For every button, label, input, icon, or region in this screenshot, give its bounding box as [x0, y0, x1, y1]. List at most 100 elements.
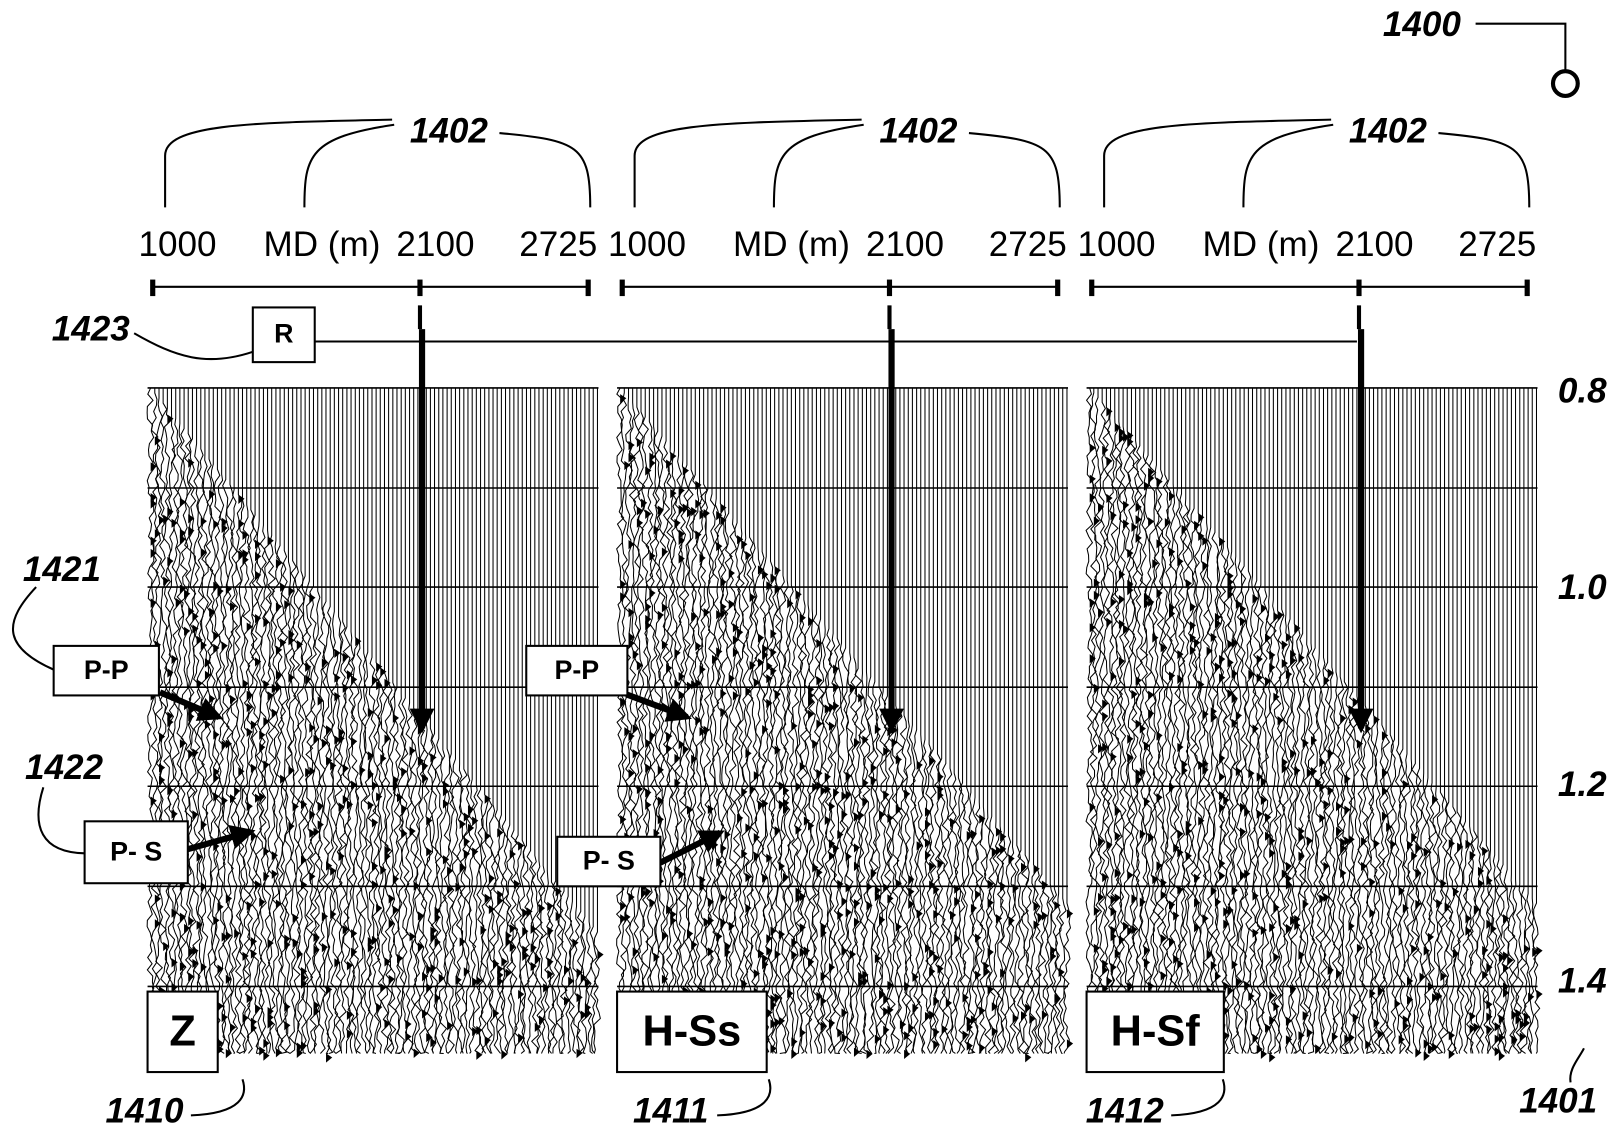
panel-label-box — [146, 990, 219, 1074]
trace-peak — [783, 804, 790, 815]
trace-peak — [1148, 709, 1155, 719]
trace-peak — [1494, 1046, 1501, 1057]
trace-peak — [300, 973, 308, 983]
trace-peak — [929, 1010, 936, 1020]
trace-peak — [799, 947, 806, 958]
trace-peak — [150, 493, 157, 503]
trace-peak — [1244, 869, 1251, 879]
trace-peak — [887, 1005, 894, 1015]
trace-peak — [699, 553, 706, 563]
trace-peak — [380, 983, 387, 993]
trace-peak — [271, 869, 278, 879]
trace-peak — [636, 518, 644, 528]
trace-peak — [728, 599, 735, 610]
trace-peak — [518, 841, 525, 851]
trace-peak — [716, 857, 723, 868]
trace-peak — [522, 951, 529, 962]
trace-peak — [213, 643, 220, 654]
trace-peak — [1340, 713, 1347, 724]
trace-peak — [824, 815, 831, 826]
trace — [196, 387, 205, 1054]
trace — [530, 387, 539, 1054]
trace-peak — [1260, 1049, 1268, 1059]
trace-peak — [1054, 993, 1061, 1004]
trace-peak — [576, 968, 583, 978]
trace-peak — [275, 558, 283, 569]
trace-peak — [1143, 599, 1151, 609]
trace-peak — [1515, 1009, 1522, 1019]
trace-peak — [267, 1013, 274, 1023]
trace-peak — [1127, 734, 1134, 744]
time-tick-label: 1.4 — [1558, 962, 1607, 1001]
trace-peak — [242, 555, 249, 565]
trace-peak — [853, 812, 861, 822]
trace — [762, 387, 771, 1054]
trace-peak — [242, 549, 249, 559]
trace-peak — [1503, 963, 1510, 973]
trace-peak — [1503, 951, 1510, 961]
trace-peak — [1436, 899, 1443, 909]
trace-peak — [770, 647, 777, 658]
trace — [720, 387, 729, 1055]
trace-peak — [1285, 861, 1293, 872]
trace-peak — [824, 704, 831, 714]
trace-peak — [1523, 1018, 1531, 1029]
trace-peak — [171, 654, 178, 665]
trace — [661, 387, 671, 1054]
trace-peak — [188, 916, 195, 926]
trace-peak — [405, 1019, 412, 1030]
trace-peak — [1173, 954, 1180, 965]
trace-peak — [1411, 944, 1418, 954]
trace-peak — [808, 957, 815, 967]
trace-peak — [1252, 594, 1259, 604]
trace — [682, 387, 692, 1054]
trace-peak — [695, 641, 702, 652]
trace-peak — [175, 597, 182, 608]
trace-peak — [1135, 515, 1142, 525]
trace-peak — [1352, 697, 1359, 707]
trace-peak — [229, 695, 237, 705]
trace-peak — [1298, 833, 1305, 843]
md-tick-label: 2725 — [1458, 225, 1536, 264]
trace-peak — [238, 494, 245, 504]
trace-peak — [1110, 932, 1117, 942]
trace-peak — [1098, 608, 1105, 618]
trace-peak — [313, 1000, 320, 1011]
trace-peak — [221, 641, 228, 651]
trace-peak — [300, 855, 308, 865]
brace — [164, 118, 393, 208]
reflector-box — [251, 306, 316, 364]
trace-peak — [171, 958, 178, 968]
trace-peak — [221, 932, 228, 942]
trace-peak — [1244, 980, 1251, 991]
trace-peak — [184, 923, 191, 934]
trace-peak — [1093, 516, 1101, 526]
trace-peak — [296, 640, 303, 650]
trace-peak — [1114, 423, 1121, 433]
trace-peak — [275, 670, 283, 680]
trace-peak — [188, 706, 195, 716]
trace-peak — [388, 919, 395, 929]
trace-peak — [1098, 892, 1105, 903]
trace-peak — [774, 566, 781, 576]
trace — [250, 387, 260, 1054]
md-tick-label: 1000 — [1077, 225, 1155, 264]
trace-peak — [225, 931, 233, 941]
trace-peak — [682, 744, 689, 755]
trace — [971, 387, 980, 1054]
trace-peak — [371, 818, 379, 828]
trace — [1507, 387, 1516, 1054]
reflector-ref: 1423 — [52, 309, 131, 348]
trace-peak — [459, 819, 466, 830]
trace-peak — [246, 690, 253, 700]
md-tick-label: 1000 — [138, 225, 216, 264]
trace-peak — [966, 830, 973, 841]
trace-peak — [547, 901, 554, 912]
trace — [1407, 387, 1416, 1054]
trace — [950, 387, 959, 1054]
trace-peak — [995, 827, 1003, 837]
trace-peak — [1356, 943, 1364, 954]
trace — [1273, 387, 1282, 1054]
trace — [451, 387, 460, 1054]
trace-peak — [1050, 945, 1057, 956]
